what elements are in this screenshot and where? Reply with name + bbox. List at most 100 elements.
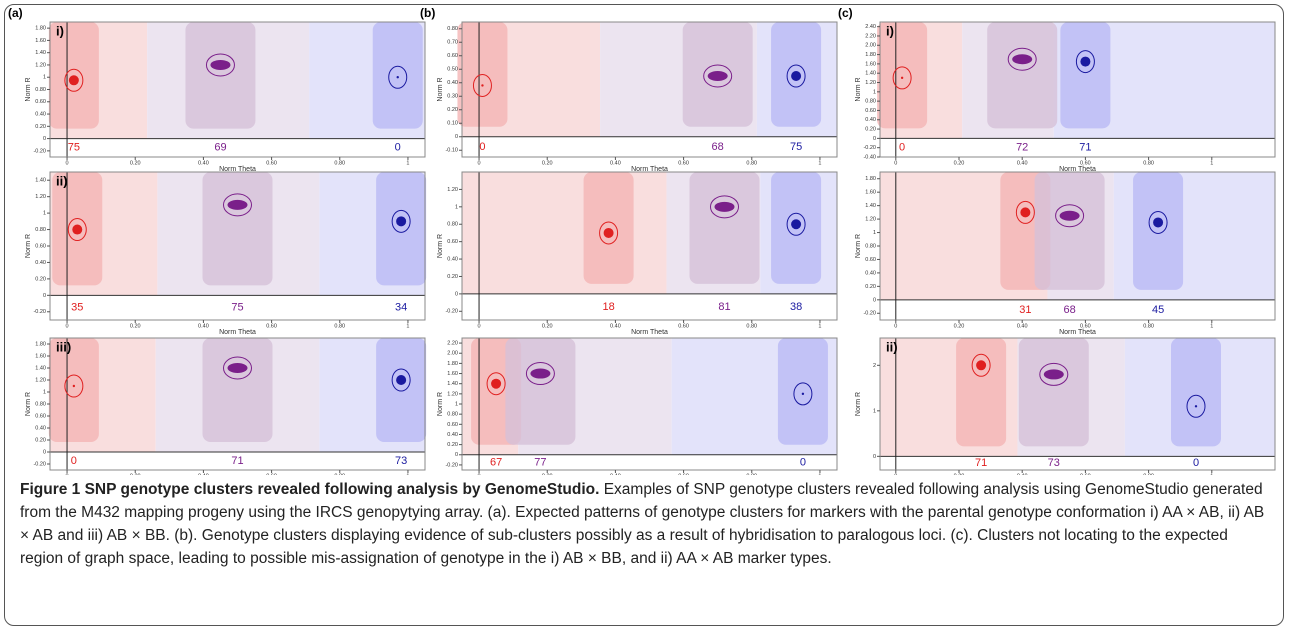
x-tick-label: 0 xyxy=(894,160,897,166)
y-tick-label: -0.20 xyxy=(33,461,46,467)
cluster-ellipse xyxy=(1039,362,1069,386)
x-tick-label: 0.60 xyxy=(1080,160,1091,166)
cluster-ellipse xyxy=(223,356,252,380)
y-tick-label: 1.20 xyxy=(865,217,876,223)
y-tick-label: 0.40 xyxy=(447,257,458,263)
panel-label: i) xyxy=(886,23,894,38)
zone-core xyxy=(376,338,427,442)
x-tick-label: 0.40 xyxy=(610,473,621,475)
cluster-ellipse xyxy=(1015,200,1035,224)
cluster-count: 34 xyxy=(395,302,407,314)
x-tick-label: 0.60 xyxy=(678,323,689,329)
cluster-center xyxy=(72,384,76,388)
y-tick-label: 2 xyxy=(873,363,876,369)
x-tick-label: 0.60 xyxy=(266,473,277,475)
zone-core xyxy=(376,172,427,286)
y-axis-label: Norm R xyxy=(437,392,444,416)
y-tick-label: 0 xyxy=(455,452,458,458)
y-tick-label: 1.80 xyxy=(447,361,458,367)
cluster-center xyxy=(72,224,83,235)
y-tick-label: -0.40 xyxy=(863,154,876,160)
y-tick-label: -0.20 xyxy=(33,148,46,154)
count-strip xyxy=(880,299,1275,320)
cluster-ellipse xyxy=(486,372,506,396)
cluster-count: 0 xyxy=(479,141,485,153)
x-tick-label: 0.20 xyxy=(542,473,553,475)
panel-label: iii) xyxy=(56,339,71,354)
cluster-count: 81 xyxy=(718,301,730,313)
y-tick-label: 0.10 xyxy=(447,121,458,127)
cluster-center xyxy=(791,71,802,81)
y-axis-label: Norm R xyxy=(855,77,862,101)
cluster-ellipse xyxy=(67,218,87,242)
caption: Figure 1 SNP genotype clusters revealed … xyxy=(20,478,1270,570)
y-tick-label: 1.40 xyxy=(35,50,46,56)
cluster-center xyxy=(68,75,79,86)
count-strip xyxy=(462,454,837,470)
x-tick-label: 1 xyxy=(818,160,821,166)
x-axis-label: Norm Theta xyxy=(1059,329,1096,336)
y-tick-label: 1.60 xyxy=(447,371,458,377)
x-tick-label: 0.60 xyxy=(678,160,689,166)
x-tick-label: 0.20 xyxy=(954,473,965,475)
x-tick-label: 0 xyxy=(894,473,897,475)
cluster-count: 0 xyxy=(395,142,401,154)
y-axis-label: Norm R xyxy=(437,234,444,258)
x-tick-label: 0 xyxy=(66,160,69,166)
y-tick-label: 0.60 xyxy=(35,243,46,249)
panel: -0.20 0 0.20 0.40 0.60 0.80 1 1.20 1.40 1.60 1.80 0… xyxy=(25,337,427,475)
plot-border xyxy=(461,171,838,321)
y-tick-label: 0 xyxy=(455,291,458,297)
y-tick-label: 0.20 xyxy=(35,276,46,282)
x-axis-label: Norm Theta xyxy=(219,166,256,173)
y-tick-label: 0 xyxy=(873,454,876,460)
cluster-center xyxy=(801,392,805,396)
panel: -0.20 0 0.20 0.40 0.60 0.80 1 1.20 1.40 1.60 1.80 0… xyxy=(855,171,1276,336)
cluster-ellipse xyxy=(525,362,555,386)
figure: (a) -0.20 0 0.20 0.40 0.60 0.80 1 1.20 1.40 1.60 1.… xyxy=(8,6,1276,475)
x-tick-label: 0.60 xyxy=(1080,473,1091,475)
y-tick-label: 1.80 xyxy=(35,26,46,32)
cluster-count: 68 xyxy=(712,141,724,153)
cluster-count: 77 xyxy=(534,456,546,468)
cluster-ellipse xyxy=(1055,204,1085,228)
cluster-ellipse xyxy=(1186,394,1206,418)
x-tick-label: 0.40 xyxy=(610,160,621,166)
zone-core xyxy=(48,22,99,129)
cluster-count: 18 xyxy=(602,301,614,313)
y-tick-label: 1.40 xyxy=(865,203,876,209)
x-axis-label: Norm Theta xyxy=(631,329,668,336)
cluster-count: 0 xyxy=(800,456,806,468)
x-tick-label: 0.20 xyxy=(130,323,141,329)
cluster-count: 75 xyxy=(790,141,802,153)
y-tick-label: 0.40 xyxy=(865,117,876,123)
y-tick-label: 0.50 xyxy=(447,67,458,73)
x-tick-label: 0.80 xyxy=(746,323,757,329)
cluster-count: 71 xyxy=(1079,142,1091,154)
y-tick-label: 1.40 xyxy=(865,71,876,77)
y-tick-label: 1.20 xyxy=(35,62,46,68)
x-tick-label: 0.20 xyxy=(954,323,965,329)
zone-core xyxy=(777,338,828,445)
x-tick-label: 0.80 xyxy=(334,323,345,329)
y-tick-label: 1.60 xyxy=(35,353,46,359)
cluster-count: 0 xyxy=(71,455,77,467)
y-tick-label: 0.20 xyxy=(35,124,46,130)
y-tick-label: 1.20 xyxy=(447,391,458,397)
zone-core xyxy=(372,22,423,129)
x-tick-label: 0.80 xyxy=(334,473,345,475)
cluster-count: 0 xyxy=(899,142,905,154)
x-tick-label: 1 xyxy=(406,473,409,475)
x-tick-label: 0.40 xyxy=(1017,473,1028,475)
cluster-count: 73 xyxy=(1048,457,1060,469)
panel: -0.10 0 0.10 0.20 0.30 0.40 0.50 0.60 0.70 0.80 0 0… xyxy=(437,21,838,173)
y-tick-label: 1.20 xyxy=(35,377,46,383)
y-tick-label: 0.40 xyxy=(35,260,46,266)
y-tick-label: 1.40 xyxy=(35,365,46,371)
y-tick-label: 1.40 xyxy=(35,178,46,184)
x-tick-label: 0.20 xyxy=(130,160,141,166)
zone-core xyxy=(1133,172,1184,290)
cluster-ellipse xyxy=(971,353,991,377)
